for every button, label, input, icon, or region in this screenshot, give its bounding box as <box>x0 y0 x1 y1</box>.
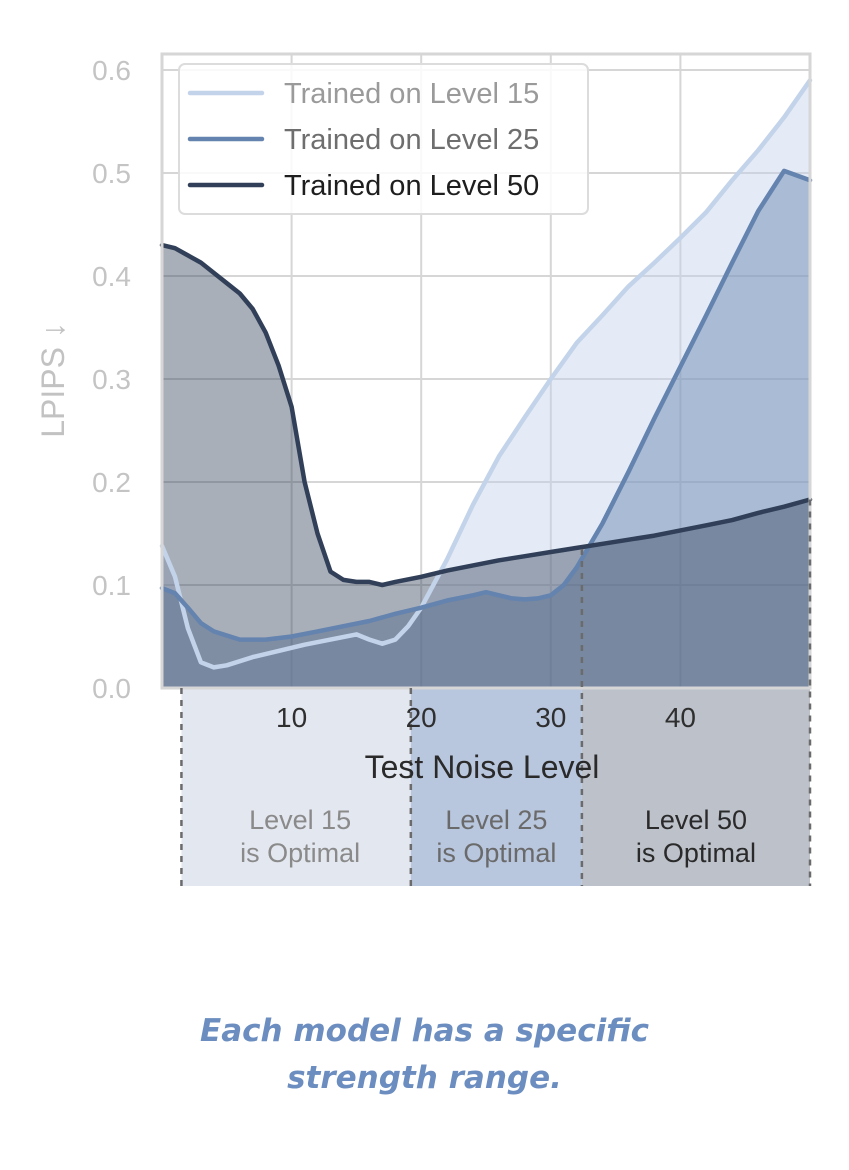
x-tick-1: 20 <box>406 702 437 733</box>
region-band-1 <box>181 688 411 886</box>
region-label-2-line-2: is Optimal <box>436 838 556 868</box>
lpips-chart: 0.0 0.1 0.2 0.3 0.4 0.5 0.6 10 20 30 40 LPIPS ↓ T… <box>35 52 813 886</box>
region-band-3 <box>581 688 810 886</box>
series-line-2 <box>159 168 813 642</box>
region-label-3-line-2: is Optimal <box>636 838 756 868</box>
region-label-1-line-1: Level 15 <box>249 805 351 835</box>
series-line-3 <box>159 242 813 588</box>
region-boundaries <box>180 499 812 886</box>
series-lines <box>159 78 813 670</box>
y-tick-6: 0.6 <box>92 55 131 86</box>
x-axis-title: Test Noise Level <box>365 749 600 785</box>
caption: Each model has a specific strength range… <box>0 1008 849 1102</box>
region-label-2-line-1: Level 25 <box>445 805 547 835</box>
caption-line-2: strength range. <box>287 1060 562 1096</box>
y-axis-title: LPIPS ↓ <box>35 322 71 438</box>
caption-line-1: Each model has a specific <box>200 1013 649 1049</box>
legend-box <box>178 63 589 215</box>
y-tick-5: 0.5 <box>92 158 131 189</box>
y-tick-2: 0.2 <box>92 467 131 498</box>
y-tick-labels: 0.0 0.1 0.2 0.3 0.4 0.5 0.6 <box>92 55 131 704</box>
x-tick-0: 10 <box>276 702 307 733</box>
legend: Trained on Level 15 Trained on Level 25 Tr… <box>178 63 589 215</box>
y-tick-3: 0.3 <box>92 364 131 395</box>
region-band-2 <box>410 688 582 886</box>
plot-border <box>160 52 812 690</box>
plot-frame <box>160 52 812 690</box>
x-tick-labels: 10 20 30 40 <box>276 702 696 733</box>
x-tick-2: 30 <box>535 702 566 733</box>
legend-label-1: Trained on Level 15 <box>284 78 539 110</box>
y-tick-4: 0.4 <box>92 261 131 292</box>
legend-label-3: Trained on Level 50 <box>284 170 539 202</box>
y-tick-0: 0.0 <box>92 673 131 704</box>
legend-label-2: Trained on Level 25 <box>284 124 539 156</box>
y-tick-1: 0.1 <box>92 570 131 601</box>
optimal-regions <box>181 688 810 886</box>
series-fill-3 <box>162 245 810 688</box>
x-tick-3: 40 <box>665 702 696 733</box>
series-fill-2 <box>162 170 810 688</box>
region-label-1-line-2: is Optimal <box>240 838 360 868</box>
region-label-3-line-1: Level 50 <box>645 805 747 835</box>
